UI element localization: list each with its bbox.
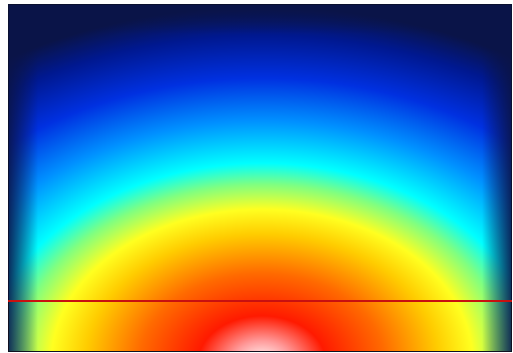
- edge-shading: [482, 4, 512, 352]
- field-gradient: [8, 4, 512, 352]
- edge-shading: [8, 4, 512, 34]
- edge-shading: [8, 4, 38, 352]
